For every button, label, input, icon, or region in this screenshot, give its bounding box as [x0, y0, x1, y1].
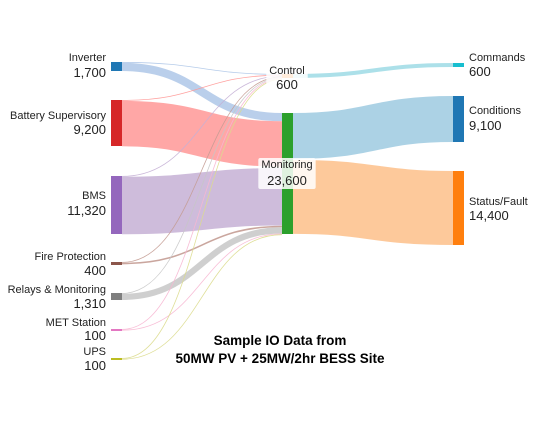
link-met_station-to-monitoring — [121, 233, 283, 331]
node-ups — [111, 358, 122, 360]
node-value-bms: 11,320 — [67, 203, 106, 218]
node-label-status_fault: Status/Fault — [469, 196, 528, 208]
node-inverter — [111, 62, 122, 71]
link-relays_monitoring-to-control — [121, 77, 283, 294]
node-label-bg-control — [266, 64, 308, 93]
node-status_fault — [453, 171, 464, 245]
node-value-inverter: 1,700 — [73, 65, 106, 80]
link-relays_monitoring-to-monitoring — [121, 227, 283, 301]
node-value-control: 600 — [276, 77, 298, 92]
node-label-fire_protection: Fire Protection — [34, 251, 106, 263]
node-label-inverter: Inverter — [69, 52, 107, 64]
node-label-monitoring: Monitoring — [261, 159, 312, 171]
node-label-commands: Commands — [469, 52, 526, 64]
node-value-ups: 100 — [84, 358, 106, 373]
link-monitoring-to-status_fault — [292, 159, 454, 245]
node-value-relays_monitoring: 1,310 — [73, 296, 106, 311]
node-value-commands: 600 — [469, 64, 491, 79]
link-battery_supervisory-to-monitoring — [121, 100, 283, 167]
node-label-bg-monitoring — [258, 158, 316, 189]
node-conditions — [453, 96, 464, 142]
node-label-met_station: MET Station — [46, 317, 106, 329]
node-value-status_fault: 14,400 — [469, 208, 509, 223]
node-relays_monitoring — [111, 293, 122, 300]
link-met_station-to-control — [121, 78, 283, 330]
caption-line-1: Sample IO Data from — [213, 333, 347, 348]
link-monitoring-to-conditions — [292, 96, 454, 159]
node-value-met_station: 100 — [84, 328, 106, 343]
link-fire_protection-to-control — [121, 76, 283, 263]
node-label-control: Control — [269, 65, 304, 77]
sankey-links — [121, 62, 454, 360]
link-fire_protection-to-monitoring — [121, 225, 283, 265]
link-inverter-to-control — [121, 62, 283, 75]
node-battery_supervisory — [111, 100, 122, 146]
node-bms — [111, 176, 122, 234]
node-value-fire_protection: 400 — [84, 263, 106, 278]
link-bms-to-control — [121, 75, 283, 177]
link-ups-to-control — [121, 78, 283, 359]
link-inverter-to-monitoring — [121, 62, 283, 122]
link-bms-to-monitoring — [121, 168, 283, 235]
node-label-battery_supervisory: Battery Supervisory — [10, 110, 106, 122]
link-control-to-commands — [292, 63, 454, 78]
node-value-battery_supervisory: 9,200 — [73, 122, 106, 137]
node-commands — [453, 63, 464, 67]
link-ups-to-monitoring — [121, 234, 283, 360]
node-fire_protection — [111, 262, 122, 265]
node-label-conditions: Conditions — [469, 105, 521, 117]
node-met_station — [111, 329, 122, 331]
caption-line-2: 50MW PV + 25MW/2hr BESS Site — [175, 351, 385, 366]
node-label-bms: BMS — [82, 190, 106, 202]
node-value-conditions: 9,100 — [469, 118, 502, 133]
node-label-ups: UPS — [83, 346, 106, 358]
chart-caption: Sample IO Data from 50MW PV + 25MW/2hr B… — [150, 332, 410, 368]
node-label-relays_monitoring: Relays & Monitoring — [8, 284, 106, 296]
node-value-monitoring: 23,600 — [267, 173, 307, 188]
link-battery_supervisory-to-control — [121, 74, 283, 101]
